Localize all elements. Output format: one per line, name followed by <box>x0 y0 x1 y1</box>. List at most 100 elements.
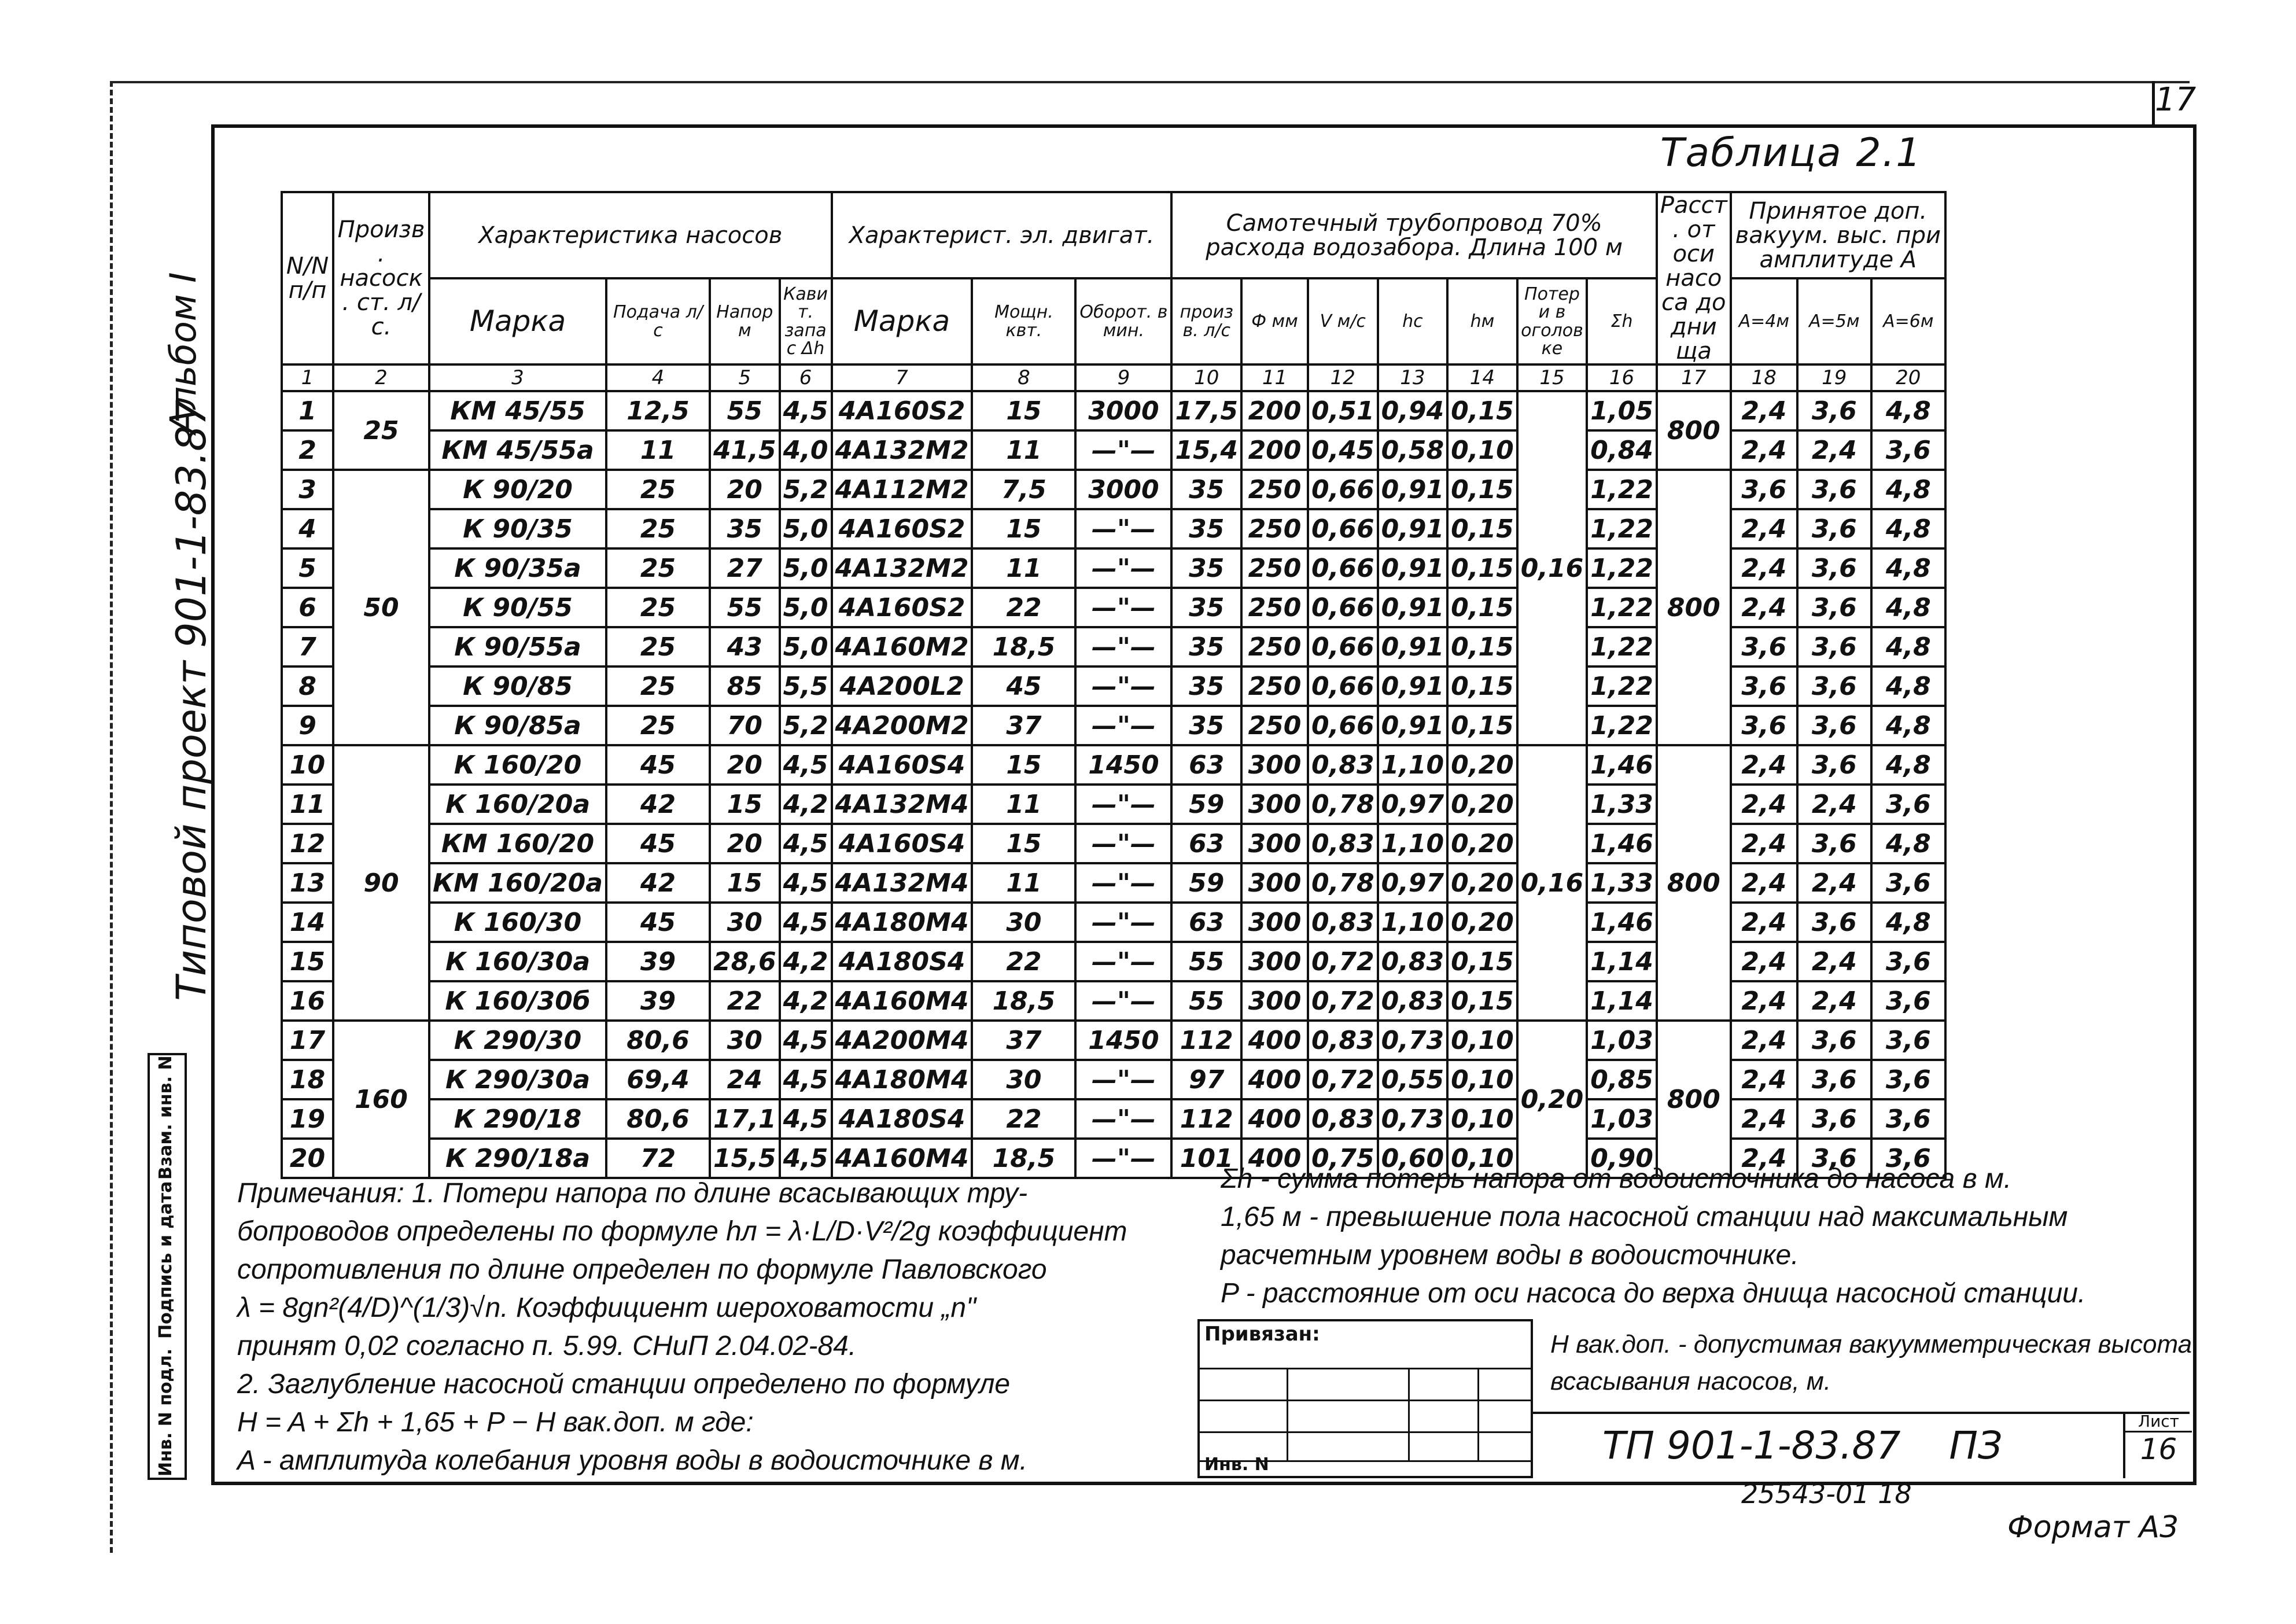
row-number: 9 <box>281 705 334 746</box>
vacuum-height: 3,6 <box>1870 862 1947 904</box>
header-subrow: Марка Подача л/с Напор м Кавит. запас Δh Мар… <box>282 277 1947 366</box>
cell: 0,83 <box>1307 1019 1379 1061</box>
vacuum-height: 2,4 <box>1729 901 1799 943</box>
row-number: 15 <box>281 941 334 982</box>
cell: К 160/20 <box>428 744 607 786</box>
sum-loss: 1,22 <box>1586 469 1658 510</box>
station-capacity: 160 <box>332 1019 430 1179</box>
cell: 5,5 <box>778 665 833 707</box>
cell: 4А160М4 <box>830 980 974 1022</box>
outer-frame <box>110 81 2190 1553</box>
cell: 4А200М4 <box>830 1019 974 1061</box>
cell: 4А160М2 <box>830 626 974 668</box>
subheader-cell: Оборот. в мин. <box>1074 277 1173 366</box>
cell: 0,58 <box>1376 429 1449 471</box>
cell: 0,10 <box>1446 1098 1519 1140</box>
cell: 0,73 <box>1376 1098 1449 1140</box>
cell: 63 <box>1170 744 1243 786</box>
inlet-loss: 0,16 <box>1516 390 1589 746</box>
row-number: 11 <box>281 783 334 825</box>
row-number: 6 <box>281 587 334 628</box>
cell: 37 <box>971 1019 1077 1061</box>
cell: 69,4 <box>605 1059 711 1100</box>
cell: 70 <box>709 705 781 746</box>
cell: —"— <box>1074 547 1173 589</box>
vacuum-height: 3,6 <box>1796 390 1873 432</box>
sum-loss: 1,46 <box>1586 744 1658 786</box>
vacuum-height: 4,8 <box>1870 390 1947 432</box>
vacuum-height: 3,6 <box>1729 469 1799 510</box>
cell: 3000 <box>1074 390 1173 432</box>
header-capacity: Произв. насоск. ст. л/с. <box>332 191 430 366</box>
table-row: 19 К 290/18 80,6 17,1 4,5 4А180S4 22 —"— 112 400 0… <box>281 1098 1947 1140</box>
cell: 80,6 <box>605 1098 711 1140</box>
sum-loss: 1,22 <box>1586 705 1658 746</box>
cell: —"— <box>1074 665 1173 707</box>
vacuum-height: 4,8 <box>1870 469 1947 510</box>
cell: 4,5 <box>778 823 833 864</box>
cell: 55 <box>1170 941 1243 982</box>
stamp-replaced-inv: Взам. инв. N <box>156 1055 176 1180</box>
cell: 4А132М2 <box>830 547 974 589</box>
row-number: 19 <box>281 1098 334 1140</box>
cell: 30 <box>709 1019 781 1061</box>
cell: 112 <box>1170 1019 1243 1061</box>
cell: 11 <box>971 547 1077 589</box>
header-row: N/N п/п Произв. насоск. ст. л/с. Характери… <box>281 191 1947 366</box>
table-row: 1 25 КМ 45/55 12,5 55 4,5 4А160S2 15 3000 17,5 200… <box>281 390 1947 746</box>
vacuum-height: 3,6 <box>1870 783 1947 825</box>
cell: 0,10 <box>1446 429 1519 471</box>
sum-loss: 1,46 <box>1586 823 1658 864</box>
cell: К 160/30б <box>428 980 607 1022</box>
cell: 0,91 <box>1376 705 1449 746</box>
sum-loss: 1,22 <box>1586 508 1658 550</box>
cell: 42 <box>605 862 711 904</box>
cell: 15 <box>971 744 1077 786</box>
cell: 45 <box>605 744 711 786</box>
column-number: 7 <box>830 363 974 392</box>
vacuum-height: 3,6 <box>1796 587 1873 628</box>
station-capacity: 90 <box>332 744 430 1022</box>
column-number: 18 <box>1729 363 1799 392</box>
vacuum-height: 4,8 <box>1870 744 1947 786</box>
format-label: Формат А3 <box>2007 1510 2179 1545</box>
cell: —"— <box>1074 1137 1173 1179</box>
header-distance: Расст. от оси насоса до днища <box>1655 191 1732 366</box>
cell: 41,5 <box>709 429 781 471</box>
cell: 17,1 <box>709 1098 781 1140</box>
cell: 1,10 <box>1376 901 1449 943</box>
cell: 11 <box>971 862 1077 904</box>
cell: 0,72 <box>1307 980 1379 1022</box>
subheader-cell: Σh <box>1586 277 1658 366</box>
vacuum-height: 3,6 <box>1870 1059 1947 1100</box>
table-row: 17 160 К 290/30 80,6 30 4,5 4А200М4 37 1450 112 40… <box>281 1019 1947 1179</box>
table-row: 8 К 90/85 25 85 5,5 4А200L2 45 —"— 35 250 0,66 0,91… <box>281 665 1947 707</box>
header-pumps: Характеристика насосов <box>428 191 833 279</box>
note-line: сопротивления по длине определен по форм… <box>237 1254 1047 1285</box>
cell: 4,2 <box>778 980 833 1022</box>
cell: 0,10 <box>1446 1137 1519 1179</box>
subheader-cell: Напор м <box>709 277 781 366</box>
cell: К 90/85а <box>428 705 607 746</box>
row-number: 20 <box>281 1137 334 1179</box>
cell: 0,15 <box>1446 626 1519 668</box>
document-code: ТП 901-1-83.87 ПЗ <box>1602 1423 2003 1468</box>
cell: 20 <box>709 744 781 786</box>
cell: 0,72 <box>1307 1059 1379 1100</box>
table-row: 10 90 К 160/20 45 20 4,5 4А160S4 15 1450 63 300 0,8… <box>281 744 1947 1022</box>
cell: К 160/30 <box>428 901 607 943</box>
cell: 42 <box>605 783 711 825</box>
cell: 0,78 <box>1307 862 1379 904</box>
cell: 4,5 <box>778 744 833 786</box>
cell: 4А160S4 <box>830 744 974 786</box>
cell: 15 <box>971 823 1077 864</box>
vacuum-height: 2,4 <box>1729 823 1799 864</box>
column-number: 16 <box>1586 363 1658 392</box>
row-number: 3 <box>281 469 334 510</box>
sum-loss: 1,14 <box>1586 941 1658 982</box>
table-row: 20 К 290/18а 72 15,5 4,5 4А160М4 18,5 —"— 101 400… <box>281 1137 1947 1179</box>
cell: КМ 45/55а <box>428 429 607 471</box>
cell: 400 <box>1240 1059 1309 1100</box>
cell: 4А160S4 <box>830 823 974 864</box>
